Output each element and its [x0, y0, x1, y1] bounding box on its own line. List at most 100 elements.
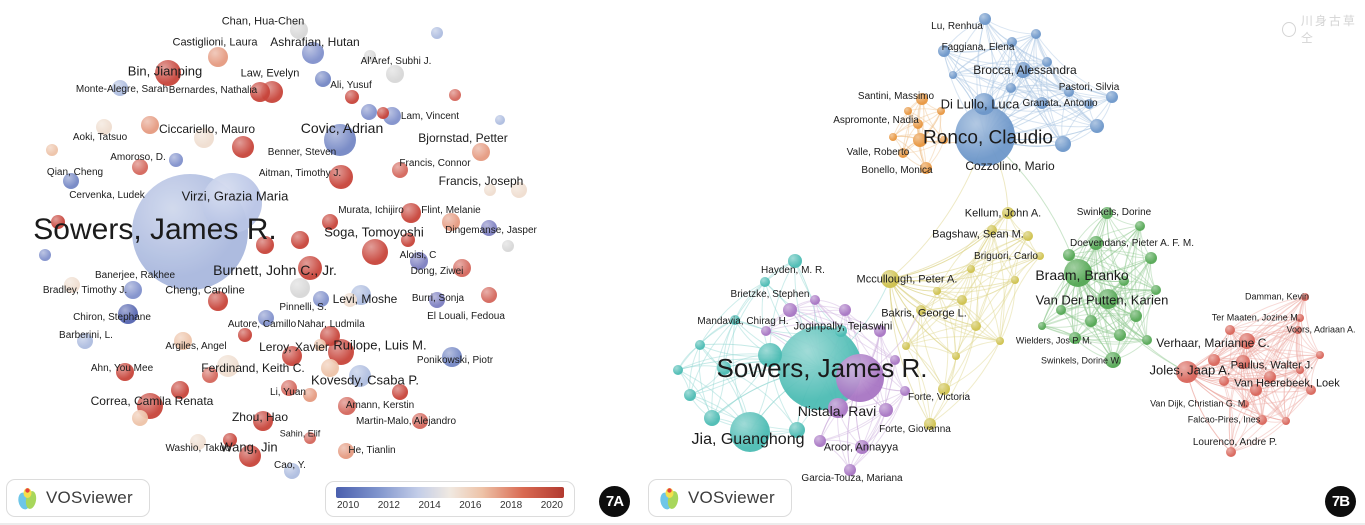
- network-node[interactable]: [1226, 447, 1236, 457]
- network-node[interactable]: [1225, 325, 1235, 335]
- network-node[interactable]: [1038, 322, 1046, 330]
- network-node[interactable]: [304, 432, 316, 444]
- network-node[interactable]: [1055, 136, 1071, 152]
- network-node[interactable]: [502, 240, 514, 252]
- network-node[interactable]: [77, 333, 93, 349]
- network-node[interactable]: [1023, 231, 1033, 241]
- network-node[interactable]: [208, 47, 228, 67]
- network-node[interactable]: [155, 60, 181, 86]
- network-node[interactable]: [695, 340, 705, 350]
- network-node[interactable]: [118, 304, 138, 324]
- network-node[interactable]: [343, 293, 357, 307]
- network-node[interactable]: [112, 80, 128, 96]
- network-node[interactable]: [258, 310, 274, 326]
- network-node[interactable]: [949, 71, 957, 79]
- network-node[interactable]: [124, 281, 142, 299]
- network-node[interactable]: [290, 278, 310, 298]
- network-node[interactable]: [202, 367, 218, 383]
- network-node[interactable]: [174, 332, 192, 350]
- network-node[interactable]: [314, 339, 326, 351]
- network-node[interactable]: [169, 153, 183, 167]
- network-node[interactable]: [1006, 83, 1016, 93]
- network-node[interactable]: [116, 363, 134, 381]
- network-node[interactable]: [322, 214, 338, 230]
- network-node[interactable]: [64, 277, 80, 293]
- network-node[interactable]: [967, 265, 975, 273]
- network-node[interactable]: [377, 107, 389, 119]
- network-node[interactable]: [412, 413, 428, 429]
- network-node[interactable]: [321, 359, 339, 377]
- network-node[interactable]: [302, 42, 324, 64]
- network-node[interactable]: [879, 403, 893, 417]
- network-node[interactable]: [704, 410, 720, 426]
- network-node[interactable]: [329, 165, 353, 189]
- network-node[interactable]: [1130, 310, 1142, 322]
- network-node[interactable]: [673, 365, 683, 375]
- network-node[interactable]: [313, 291, 329, 307]
- network-node[interactable]: [232, 136, 254, 158]
- network-node[interactable]: [1090, 119, 1104, 133]
- network-node[interactable]: [171, 381, 189, 399]
- network-node[interactable]: [345, 90, 359, 104]
- network-node[interactable]: [238, 328, 252, 342]
- network-node[interactable]: [190, 434, 206, 450]
- network-node[interactable]: [472, 143, 490, 161]
- network-node[interactable]: [957, 295, 967, 305]
- network-node[interactable]: [63, 173, 79, 189]
- network-node[interactable]: [484, 184, 496, 196]
- network-node[interactable]: [904, 107, 912, 115]
- network-node[interactable]: [1011, 276, 1019, 284]
- network-node[interactable]: [253, 411, 273, 431]
- network-node[interactable]: [760, 277, 770, 287]
- network-node[interactable]: [338, 443, 354, 459]
- network-node[interactable]: [250, 82, 270, 102]
- network-node[interactable]: [281, 380, 297, 396]
- network-node[interactable]: [392, 384, 408, 400]
- network-node[interactable]: [1135, 221, 1145, 231]
- network-node[interactable]: [453, 259, 471, 277]
- network-node[interactable]: [386, 65, 404, 83]
- network-node[interactable]: [208, 291, 228, 311]
- network-node[interactable]: [132, 159, 148, 175]
- network-node[interactable]: [889, 133, 897, 141]
- network-node[interactable]: [1063, 249, 1075, 261]
- network-node[interactable]: [810, 295, 820, 305]
- network-node[interactable]: [96, 119, 112, 135]
- network-node[interactable]: [1219, 376, 1229, 386]
- network-node[interactable]: [1085, 315, 1097, 327]
- network-node[interactable]: [971, 321, 981, 331]
- network-node[interactable]: [996, 337, 1004, 345]
- network-node[interactable]: [39, 249, 51, 261]
- network-node[interactable]: [51, 215, 65, 229]
- network-node[interactable]: [141, 116, 159, 134]
- network-node[interactable]: [1282, 417, 1290, 425]
- network-node[interactable]: [239, 445, 261, 467]
- network-node[interactable]: [495, 115, 505, 125]
- network-node[interactable]: [338, 397, 356, 415]
- network-node[interactable]: [684, 389, 696, 401]
- network-node[interactable]: [410, 252, 428, 270]
- network-node[interactable]: [284, 463, 300, 479]
- network-node[interactable]: [202, 173, 262, 233]
- network-node[interactable]: [217, 355, 239, 377]
- network-node[interactable]: [303, 388, 317, 402]
- network-node[interactable]: [291, 231, 309, 249]
- network-node[interactable]: [349, 365, 371, 387]
- network-node[interactable]: [324, 124, 356, 156]
- network-node[interactable]: [481, 220, 497, 236]
- network-node[interactable]: [442, 347, 462, 367]
- network-node[interactable]: [298, 256, 322, 280]
- network-node[interactable]: [362, 239, 388, 265]
- network-node[interactable]: [902, 342, 910, 350]
- network-node[interactable]: [392, 162, 408, 178]
- network-node[interactable]: [401, 203, 421, 223]
- network-node[interactable]: [282, 346, 302, 366]
- network-node[interactable]: [1114, 329, 1126, 341]
- network-node[interactable]: [783, 303, 797, 317]
- network-node[interactable]: [315, 71, 331, 87]
- network-node[interactable]: [132, 410, 148, 426]
- network-node[interactable]: [431, 27, 443, 39]
- network-node[interactable]: [511, 182, 527, 198]
- network-node[interactable]: [449, 89, 461, 101]
- network-node[interactable]: [361, 104, 377, 120]
